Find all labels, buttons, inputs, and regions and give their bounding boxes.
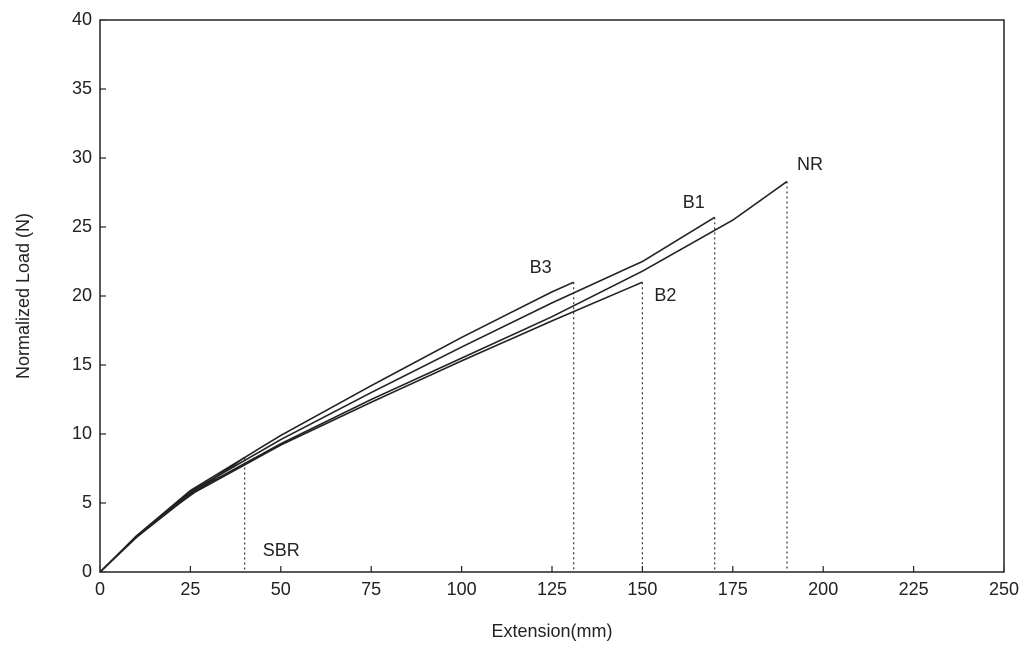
- y-tick-label: 10: [72, 423, 92, 443]
- series-line: [99, 216, 716, 573]
- series-label: B1: [683, 192, 705, 212]
- series-line: [99, 281, 643, 573]
- x-tick-label: 0: [95, 579, 105, 599]
- x-tick-label: 150: [627, 579, 657, 599]
- y-tick-label: 25: [72, 216, 92, 236]
- y-tick-label: 15: [72, 354, 92, 374]
- x-tick-label: 50: [271, 579, 291, 599]
- y-tick-label: 40: [72, 9, 92, 29]
- y-axis-title: Normalized Load (N): [13, 213, 33, 379]
- series-label: B3: [530, 257, 552, 277]
- x-axis-title: Extension(mm): [491, 621, 612, 641]
- y-tick-label: 20: [72, 285, 92, 305]
- x-tick-label: 100: [447, 579, 477, 599]
- plot-frame: [99, 19, 1005, 573]
- series-line: [99, 180, 788, 573]
- y-tick-label: 30: [72, 147, 92, 167]
- x-tick-label: 200: [808, 579, 838, 599]
- y-tick-label: 5: [82, 492, 92, 512]
- series-label: B2: [654, 285, 676, 305]
- x-tick-label: 75: [361, 579, 381, 599]
- series-label: NR: [797, 154, 823, 174]
- x-tick-label: 225: [899, 579, 929, 599]
- series-line: [99, 281, 575, 573]
- series-label: SBR: [263, 540, 300, 560]
- y-tick-label: 35: [72, 78, 92, 98]
- x-tick-label: 250: [989, 579, 1019, 599]
- x-tick-label: 175: [718, 579, 748, 599]
- x-tick-label: 25: [180, 579, 200, 599]
- y-tick-label: 0: [82, 561, 92, 581]
- x-tick-label: 125: [537, 579, 567, 599]
